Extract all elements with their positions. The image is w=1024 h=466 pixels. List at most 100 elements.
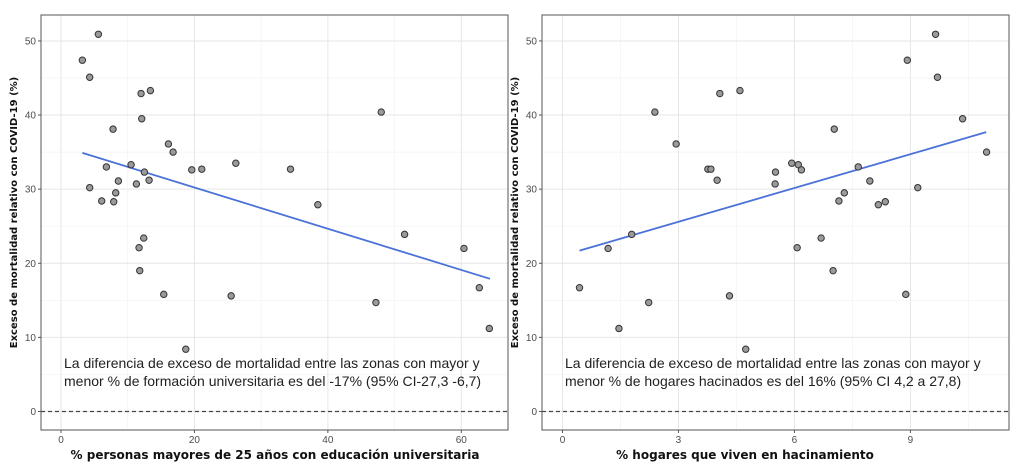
- data-point: [793, 243, 801, 252]
- data-point: [169, 148, 177, 156]
- x-tick-label: 3: [676, 435, 682, 446]
- data-point: [931, 30, 940, 38]
- data-point: [771, 180, 779, 188]
- y-tick-label: 30: [526, 185, 538, 196]
- data-point: [485, 324, 494, 333]
- data-point: [713, 176, 721, 184]
- data-point: [86, 183, 94, 192]
- data-point: [140, 234, 148, 242]
- data-point: [716, 89, 724, 98]
- data-point: [736, 86, 744, 95]
- panel-overcrowding: 0 3 6 9 0 10 20 30 40 50 % hogares que viven en ha…: [510, 14, 1010, 462]
- data-point: [651, 108, 659, 116]
- data-point: [140, 168, 149, 176]
- data-point: [127, 160, 135, 169]
- data-point: [145, 176, 153, 184]
- y-tick-label: 20: [526, 259, 538, 270]
- data-point: [135, 243, 143, 252]
- y-tick-label: 10: [526, 333, 538, 344]
- data-point: [109, 125, 117, 133]
- y-axis-title: Exceso de mortalidad relativo con COVID-…: [510, 77, 521, 348]
- annotation-text: La diferencia de exceso de mortalidad en…: [565, 355, 981, 371]
- y-tick-label: 0: [531, 407, 537, 418]
- data-point: [160, 290, 168, 299]
- data-point: [707, 165, 715, 173]
- data-point: [136, 266, 144, 275]
- x-tick-label: 20: [189, 435, 201, 446]
- data-point: [982, 148, 991, 156]
- x-axis-title: % personas mayores de 25 años con educac…: [71, 448, 480, 462]
- data-point: [902, 290, 910, 299]
- data-point: [958, 115, 967, 123]
- data-point: [86, 73, 94, 81]
- data-point: [198, 165, 206, 173]
- x-tick-label: 0: [58, 435, 64, 446]
- y-tick-label: 40: [526, 111, 538, 122]
- data-point: [110, 198, 118, 206]
- data-point: [78, 56, 87, 64]
- data-point: [182, 345, 190, 353]
- data-point: [114, 177, 123, 185]
- data-point: [866, 177, 874, 185]
- data-point: [98, 197, 106, 205]
- y-tick-label: 0: [30, 407, 36, 418]
- panel-education: 0 20 40 60 0 10 20 30 40 50 % personas mayores de …: [9, 14, 509, 462]
- annotation-text: menor % de formación universitaria es de…: [64, 373, 481, 389]
- data-point: [227, 292, 235, 300]
- regression-line: [579, 131, 987, 252]
- data-point: [771, 168, 780, 176]
- data-point: [881, 198, 889, 206]
- plot-frame: [40, 14, 509, 431]
- x-tick-label: 0: [560, 435, 566, 446]
- data-point: [475, 284, 484, 292]
- x-tick-label: 40: [322, 435, 334, 446]
- data-point: [460, 244, 468, 253]
- data-point: [314, 201, 322, 209]
- data-point: [132, 180, 141, 188]
- x-tick-label: 60: [456, 435, 468, 446]
- data-point: [854, 163, 862, 171]
- data-point: [286, 165, 295, 173]
- y-tick-label: 10: [25, 333, 37, 344]
- data-point: [112, 189, 120, 197]
- data-point: [372, 298, 380, 307]
- x-axis-title: % hogares que viven en hacinamiento: [616, 448, 874, 462]
- x-tick-label: 6: [792, 435, 798, 446]
- data-point: [829, 266, 837, 275]
- data-point: [604, 244, 612, 253]
- data-point: [164, 140, 173, 148]
- data-point: [914, 183, 922, 192]
- data-point: [797, 166, 806, 174]
- data-point: [94, 30, 103, 38]
- annotation-text: La diferencia de exceso de mortalidad en…: [64, 355, 480, 371]
- plot-background: [542, 15, 1009, 430]
- plot-frame: [541, 14, 1010, 431]
- plot-background: [41, 15, 508, 430]
- y-tick-label: 30: [25, 185, 37, 196]
- data-point: [232, 159, 240, 167]
- y-tick-label: 20: [25, 259, 37, 270]
- data-point: [788, 159, 796, 167]
- data-point: [575, 284, 584, 292]
- data-point: [742, 345, 750, 353]
- data-point: [146, 86, 155, 95]
- data-point: [377, 108, 385, 116]
- data-point: [840, 189, 849, 197]
- x-tick-label: 9: [908, 435, 914, 446]
- data-point: [102, 163, 111, 171]
- data-point: [137, 89, 145, 98]
- y-tick-label: 40: [25, 111, 37, 122]
- data-point: [400, 230, 409, 239]
- data-point: [138, 115, 146, 123]
- data-point: [627, 230, 636, 239]
- data-point: [817, 234, 825, 242]
- data-point: [933, 73, 942, 81]
- data-point: [644, 298, 653, 307]
- data-point: [830, 125, 838, 133]
- y-axis-title: Exceso de mortalidad relativo con COVID-…: [9, 77, 20, 348]
- data-point: [672, 140, 680, 148]
- annotation-text: menor % de hogares hacinados es del 16% …: [565, 373, 961, 389]
- y-tick-label: 50: [25, 36, 37, 47]
- data-point: [874, 201, 883, 209]
